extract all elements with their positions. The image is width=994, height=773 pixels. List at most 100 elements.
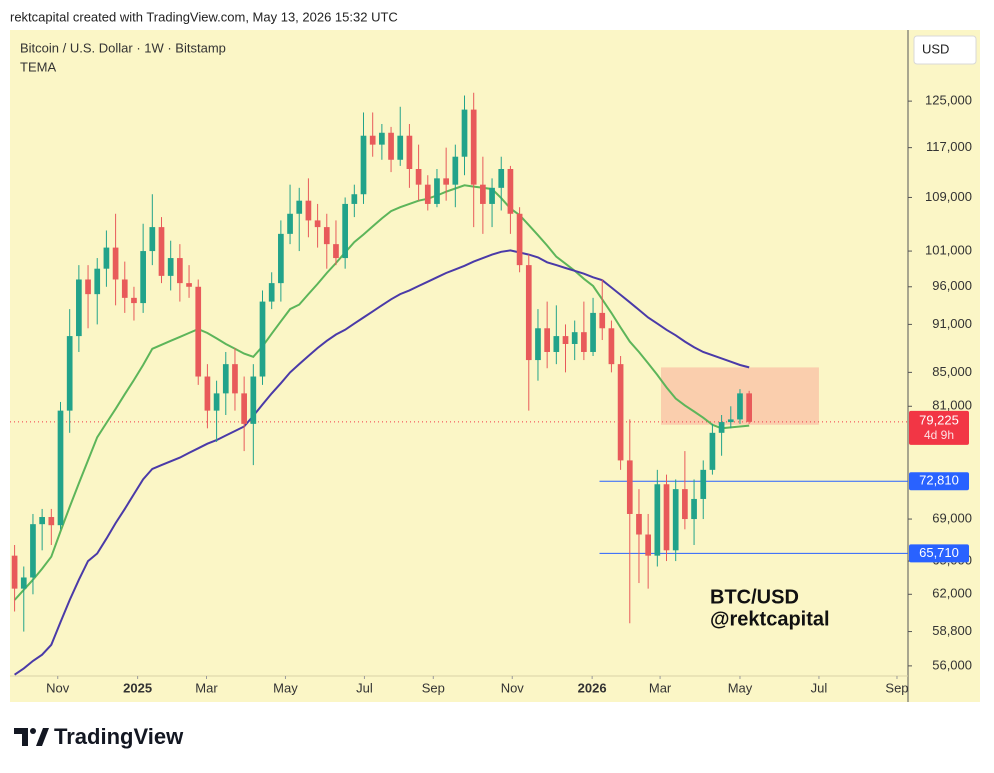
last-price-label: 79,225: [919, 412, 959, 427]
candle-body: [682, 489, 688, 520]
candle-body: [323, 227, 330, 245]
candle-body: [581, 332, 587, 352]
tema-line: [13, 184, 750, 601]
candle-body: [296, 200, 303, 214]
candle-body: [397, 135, 404, 160]
candle-body: [718, 422, 725, 433]
y-tick-label: 56,000: [932, 657, 972, 672]
candle-body: [186, 283, 192, 287]
candle-body: [131, 297, 137, 304]
candle-body: [379, 132, 385, 145]
candle-body: [727, 419, 734, 423]
candle-body: [333, 244, 339, 259]
currency-label[interactable]: USD: [922, 41, 949, 56]
candle-body: [480, 184, 486, 204]
indicator-label: TEMA: [20, 59, 56, 74]
candle-body: [424, 184, 431, 204]
candle-body: [112, 247, 119, 280]
candle-body: [516, 213, 523, 266]
candle-body: [388, 132, 394, 160]
price-label: 65,710: [919, 545, 959, 560]
logo-dot: [30, 728, 36, 734]
candle-body: [342, 203, 348, 259]
x-tick-label: Nov: [46, 680, 70, 695]
countdown-label: 4d 9h: [924, 428, 954, 442]
candle-body: [11, 555, 18, 589]
candle-body: [369, 135, 376, 145]
y-tick-label: 69,000: [932, 510, 972, 525]
candle-body: [691, 498, 697, 520]
candle-body: [571, 332, 578, 344]
y-tick-label: 91,000: [932, 316, 972, 331]
candle-body: [351, 194, 358, 204]
candle-body: [66, 336, 73, 411]
candle-body: [590, 312, 596, 352]
x-tick-label: Nov: [501, 680, 525, 695]
candle-body: [85, 279, 91, 295]
candle-body: [140, 251, 146, 304]
candle-body: [645, 534, 651, 556]
background-layer: 125,000 117,000 109,000 101,000 96,000 91,000…: [10, 30, 980, 702]
logo-slash: [36, 728, 49, 746]
candle-body: [94, 268, 101, 295]
candle-body: [535, 328, 541, 361]
candle-body: [213, 393, 220, 411]
candle-body: [700, 469, 707, 499]
candle-body: [259, 301, 266, 377]
candle-body: [452, 156, 459, 185]
price-label-box: [909, 472, 969, 491]
candle-body: [250, 376, 257, 424]
candle-body: [663, 484, 670, 551]
candle-body: [287, 213, 293, 234]
candle-body: [553, 336, 560, 352]
candle-body: [30, 524, 36, 578]
candle-body: [76, 279, 82, 337]
y-tick-label: 117,000: [926, 139, 972, 154]
candle-body: [562, 336, 569, 344]
currency-box[interactable]: [913, 35, 977, 65]
candle-body: [121, 279, 128, 298]
y-tick-label: 85,000: [932, 364, 972, 379]
candle-body: [525, 265, 532, 361]
x-tick-label: May: [273, 680, 298, 695]
candle-body: [626, 460, 633, 514]
watermark: BTC/USD: [710, 586, 799, 608]
candle-body: [57, 410, 64, 526]
candle-body: [443, 178, 449, 185]
x-tick-label: Sep: [885, 680, 908, 695]
x-tick-label: May: [728, 680, 753, 695]
y-tick-label: 96,000: [932, 278, 972, 293]
candle-body: [314, 220, 321, 228]
candle-body: [48, 517, 55, 526]
candle-body: [415, 168, 422, 185]
candle-body: [737, 393, 743, 420]
candle-body: [599, 312, 606, 329]
chart-title: Bitcoin / U.S. Dollar · 1W · Bitstamp: [20, 40, 226, 55]
candle-body: [672, 489, 679, 551]
plot-background: [10, 30, 980, 702]
x-tick-label: Mar: [649, 680, 672, 695]
logo-mark: [14, 728, 28, 746]
candle-body: [434, 178, 440, 204]
candle-body: [222, 364, 229, 394]
candle-body: [39, 517, 45, 525]
header: rektcapital created with TradingView.com…: [10, 9, 398, 24]
candle-body: [177, 258, 183, 284]
x-tick-label: Jul: [356, 680, 373, 695]
x-tick-label: Jul: [811, 680, 828, 695]
x-tick-label: Sep: [422, 680, 445, 695]
y-tick-label: 125,000: [925, 93, 972, 108]
x-tick-label: 2025: [123, 680, 152, 695]
candle-body: [507, 168, 514, 214]
candle-body: [278, 233, 284, 284]
candle-body: [746, 393, 752, 422]
candle-body: [204, 376, 211, 411]
candle-body: [103, 247, 110, 269]
candle-body: [470, 109, 477, 185]
price-label-box: [909, 544, 969, 563]
watermark: @rektcapital: [710, 608, 830, 630]
tradingview-logo: TradingView: [14, 724, 184, 749]
candle-body: [489, 187, 495, 204]
last-price-box: [909, 410, 969, 445]
